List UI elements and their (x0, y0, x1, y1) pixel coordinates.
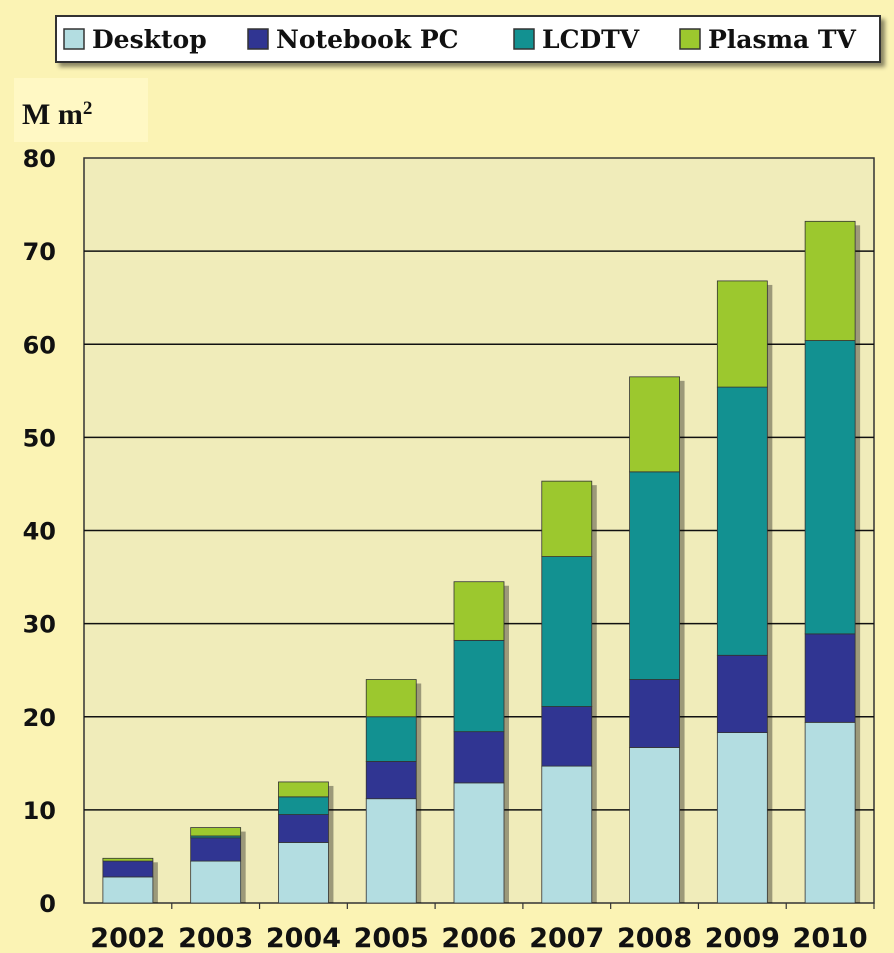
bar-segment-plasma-tv (366, 680, 416, 717)
bar-segment-notebook-pc (630, 680, 680, 748)
legend-swatch (64, 29, 84, 49)
bar-stack-2009 (717, 281, 772, 903)
bar-segment-lcdtv (542, 557, 592, 707)
bar-segment-notebook-pc (103, 861, 153, 877)
bar-segment-notebook-pc (278, 815, 328, 843)
bar-stack-2010 (805, 221, 860, 903)
legend-item-notebook-pc: Notebook PC (248, 25, 459, 54)
legend-swatch (514, 29, 534, 49)
y-tick-label: 80 (23, 145, 56, 173)
bar-segment-desktop (191, 861, 241, 903)
bar-segment-desktop (717, 733, 767, 903)
bar-segment-desktop (454, 783, 504, 903)
bar-segment-notebook-pc (805, 634, 855, 722)
bar-segment-desktop (103, 877, 153, 903)
bar-segment-plasma-tv (454, 582, 504, 641)
y-tick-label: 0 (39, 890, 56, 918)
y-tick-label: 30 (23, 611, 56, 639)
bar-segment-plasma-tv (191, 828, 241, 836)
bar-segment-plasma-tv (103, 858, 153, 861)
bar-segment-plasma-tv (805, 221, 855, 340)
bar-segment-lcdtv (454, 640, 504, 731)
x-axis-ticks: 2002 2003 2004 2005 2006 2007 2008 2009 2010 (90, 903, 874, 953)
bar-segment-desktop (630, 747, 680, 903)
bar-segment-lcdtv (805, 341, 855, 634)
bar-segment-notebook-pc (542, 707, 592, 767)
y-tick-label: 40 (23, 518, 56, 546)
bar-segment-desktop (366, 799, 416, 903)
bar-stack-2002 (103, 858, 158, 903)
x-tick-label: 2002 (90, 923, 165, 953)
bar-segment-lcdtv (278, 797, 328, 815)
x-tick-label: 2009 (705, 923, 780, 953)
bar-segment-notebook-pc (366, 761, 416, 798)
legend-item-lcdtv: LCDTV (514, 25, 640, 54)
bar-segment-lcdtv (717, 387, 767, 655)
bar-segment-lcdtv (630, 472, 680, 680)
bar-segment-desktop (805, 722, 855, 903)
legend-swatch (248, 29, 268, 49)
unit-label-text: M m2 (22, 98, 92, 132)
x-tick-label: 2004 (266, 923, 341, 953)
bar-stack-2005 (366, 680, 421, 904)
x-tick-label: 2007 (529, 923, 604, 953)
legend-label: LCDTV (542, 25, 640, 54)
legend-label: Notebook PC (276, 25, 459, 54)
bar-stack-2008 (630, 377, 685, 903)
y-tick-label: 70 (23, 238, 56, 266)
bar-stack-2006 (454, 582, 509, 903)
x-tick-label: 2008 (617, 923, 692, 953)
bar-segment-plasma-tv (542, 481, 592, 556)
legend-label: Plasma TV (708, 25, 857, 54)
bar-stack-2004 (278, 782, 333, 903)
y-axis-ticks: 0 10 20 30 40 50 60 70 80 (23, 145, 56, 918)
bar-segment-desktop (542, 766, 592, 903)
bar-segment-lcdtv (366, 717, 416, 762)
bar-segment-plasma-tv (717, 281, 767, 387)
unit-label: M m2 (14, 78, 148, 142)
y-tick-label: 10 (23, 797, 56, 825)
bar-segment-plasma-tv (630, 377, 680, 472)
y-tick-label: 20 (23, 704, 56, 732)
bar-segment-notebook-pc (717, 655, 767, 732)
x-tick-label: 2010 (793, 923, 868, 953)
bar-stack-2003 (191, 828, 246, 903)
x-tick-label: 2003 (178, 923, 253, 953)
bar-segment-desktop (278, 842, 328, 903)
bar-segment-plasma-tv (278, 782, 328, 797)
y-tick-label: 60 (23, 331, 56, 359)
y-tick-label: 50 (23, 424, 56, 452)
legend-label: Desktop (92, 25, 207, 54)
x-tick-label: 2005 (354, 923, 429, 953)
legend: Desktop Notebook PC LCDTV Plasma TV (56, 16, 880, 62)
x-tick-label: 2006 (441, 923, 516, 953)
bar-segment-notebook-pc (454, 732, 504, 783)
legend-swatch (680, 29, 700, 49)
bar-segment-notebook-pc (191, 838, 241, 861)
bar-stack-2007 (542, 481, 597, 903)
